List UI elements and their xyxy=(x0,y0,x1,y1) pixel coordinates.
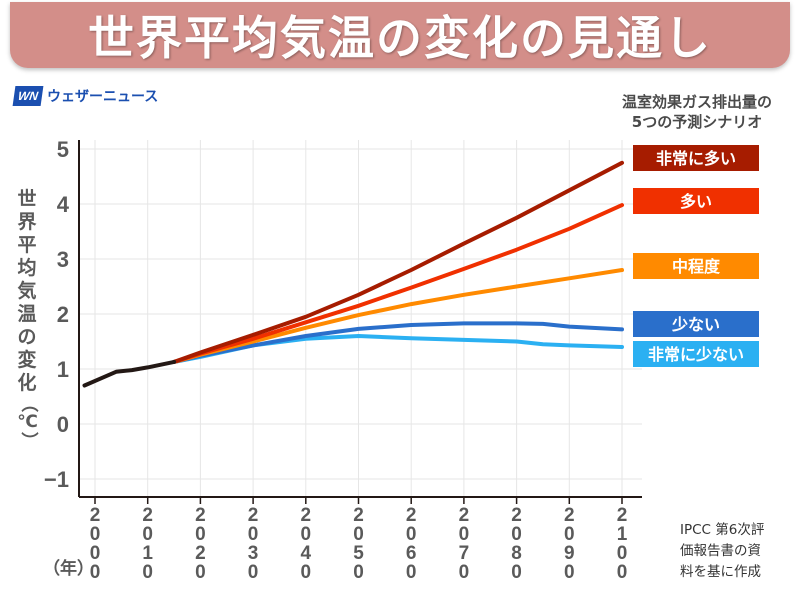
page-title: 世界平均気温の変化の見通し xyxy=(88,11,712,65)
legend-box-3 xyxy=(633,311,759,337)
y-axis-label-char: 均 xyxy=(17,257,37,279)
brand-logo: WN ウェザーニュース xyxy=(12,86,159,106)
legend-label-1: 多い xyxy=(680,192,712,211)
legend-label-0: 非常に多い xyxy=(656,149,736,168)
y-axis-label-char: 気 xyxy=(17,280,37,302)
title-banner: 世界平均気温の変化の見通し xyxy=(10,2,790,68)
series-line-1 xyxy=(172,203,624,364)
y-tick-label: 1 xyxy=(57,357,69,382)
y-axis-label-char: 変 xyxy=(17,349,37,371)
legend-label-2: 中程度 xyxy=(672,257,721,276)
legend-box-4 xyxy=(633,341,759,367)
y-axis-label-char: 温 xyxy=(17,303,37,325)
y-axis-label-char: 化 xyxy=(17,372,37,394)
y-axis-label-char: の xyxy=(17,326,37,348)
legend-box-0 xyxy=(633,145,759,171)
legend-label-4: 非常に少ない xyxy=(648,345,744,364)
y-axis-label-char: 平 xyxy=(17,234,37,256)
source-line3: 料を基に作成 xyxy=(680,564,761,580)
y-tick-label: 5 xyxy=(57,137,69,162)
source-line2: 価報告書の資 xyxy=(680,543,761,559)
y-tick-label: 4 xyxy=(57,192,70,217)
source-line1: IPCC 第6次評 xyxy=(680,522,765,538)
brand-name: ウェザーニュース xyxy=(47,89,159,105)
y-tick-label: 3 xyxy=(57,247,69,272)
series-line-3 xyxy=(172,321,624,364)
x-axis-unit-label: （年） xyxy=(43,559,94,579)
scenario-caption-line2: 5つの予測シナリオ xyxy=(631,113,763,131)
legend-box-2 xyxy=(633,253,759,279)
legend-label-3: 少ない xyxy=(671,315,720,334)
y-tick-label: −1 xyxy=(44,467,69,492)
y-axis-label-char: 世 xyxy=(17,188,37,210)
scenario-caption-line1: 温室効果ガス排出量の xyxy=(621,93,772,111)
y-tick-label: 2 xyxy=(57,302,69,327)
y-axis-label-char: 界 xyxy=(17,211,37,233)
scenario-caption: 温室効果ガス排出量の 5つの予測シナリオ xyxy=(622,92,772,132)
series-line-0 xyxy=(172,160,624,364)
y-tick-label: 0 xyxy=(57,412,69,437)
historical-line xyxy=(82,359,177,388)
source-note: IPCC 第6次評 価報告書の資 料を基に作成 xyxy=(680,520,764,583)
y-axis-label: 世界平均気温の変化（℃） xyxy=(14,188,40,449)
y-axis-label-char: （℃） xyxy=(17,395,38,449)
legend-box-1 xyxy=(633,188,759,214)
